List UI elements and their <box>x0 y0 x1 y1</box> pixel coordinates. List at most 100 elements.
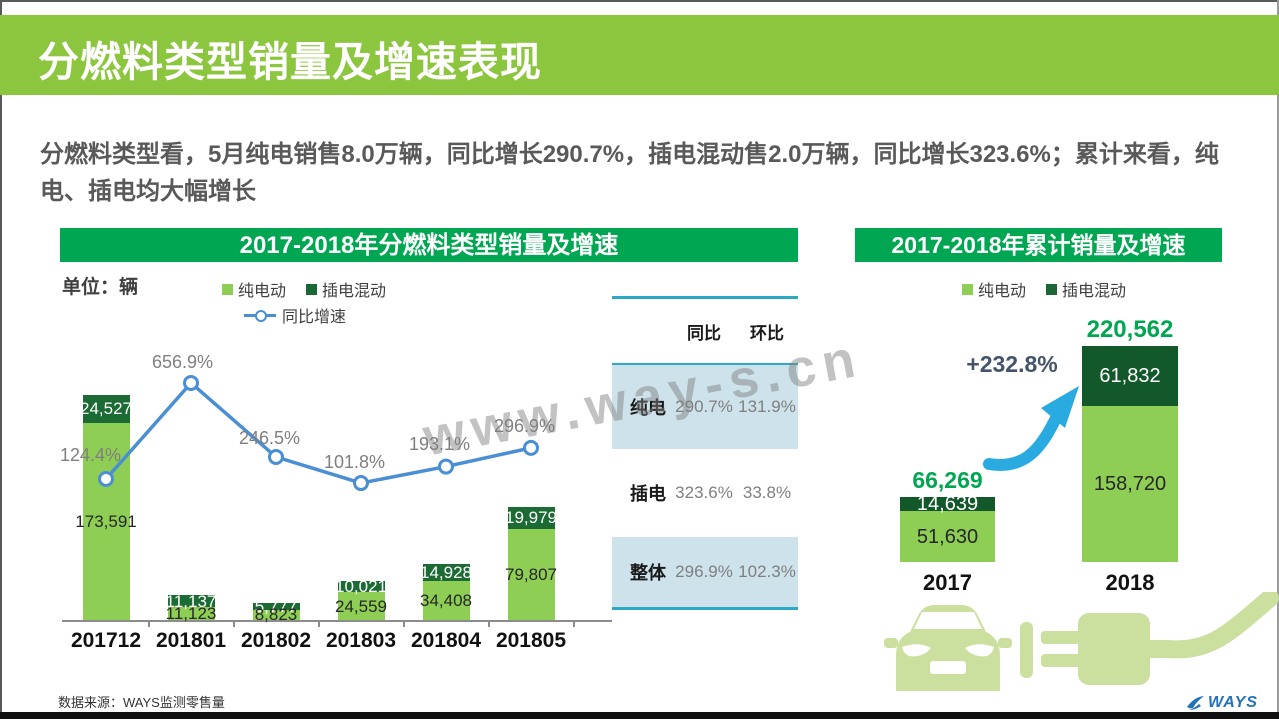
bar-value-phev: 14,928 <box>420 562 472 582</box>
x-axis-label: 201805 <box>495 629 567 652</box>
axis-tick <box>403 620 405 627</box>
x-axis-label: 201712 <box>70 629 142 652</box>
bar-segment-bev: 11,123 <box>165 604 217 624</box>
table-row-label: 纯电 <box>630 398 666 418</box>
yoy-value-label: 656.9% <box>152 352 214 372</box>
growth-rate-label: +232.8% <box>966 351 1058 377</box>
bev-swatch-icon <box>222 283 233 295</box>
r-legend-item-phev: 插电混动 <box>1046 277 1126 301</box>
legend-item-bev: 纯电动 <box>222 277 286 301</box>
bar-segment-phev: 19,979 <box>505 506 557 530</box>
cum-segment-phev: 61,832 <box>1082 345 1178 407</box>
bar-segment-phev: 24,527 <box>80 394 132 423</box>
table-yoy-value: 296.9% <box>675 562 733 581</box>
cum-value-bev: 158,720 <box>1093 473 1167 496</box>
summary-text: 分燃料类型看，5月纯电销售8.0万辆，同比增长290.7%，插电混动售2.0万辆… <box>40 141 1219 205</box>
page-header: 分燃料类型销量及增速表现 <box>0 15 1279 95</box>
slide-right-border <box>1277 0 1279 713</box>
right-chart-title: 2017-2018年累计销量及增速 <box>855 228 1222 262</box>
table-row: 整体 296.9% 102.3% <box>612 537 798 607</box>
ways-logo: WAYS <box>1186 694 1258 712</box>
phev-swatch-icon <box>306 283 318 295</box>
growth-table: 同比 环比 纯电 290.7% 131.9% 插电 323.6% 33.8% 整体 296.9… <box>612 296 798 610</box>
cum-segment-bev: 158,720 <box>1082 406 1178 562</box>
table-rule-mid <box>612 363 798 365</box>
bar-value-phev: 10,021 <box>335 576 387 596</box>
left-chart-title: 2017-2018年分燃料类型销量及增速 <box>60 228 798 262</box>
bar-segment-bev: 8,823 <box>252 606 300 623</box>
left-chart-axis <box>62 620 612 622</box>
growth-arrow-icon <box>983 386 1079 471</box>
table-row-label: 整体 <box>630 563 666 583</box>
table-row-label: 插电 <box>630 484 666 504</box>
year-axis-label: 2017 <box>923 570 972 595</box>
bar-value-bev: 34,408 <box>420 590 472 610</box>
cum-bar-2017: 14,639 51,630 <box>900 493 995 562</box>
bar-value-bev: 173,591 <box>75 511 137 531</box>
x-axis-label: 201801 <box>155 629 227 652</box>
car-icon <box>884 605 1012 691</box>
yoy-value-label: 124.4% <box>60 445 122 465</box>
table-header-row: 同比 环比 <box>612 299 798 363</box>
cum-total-label: 66,269 <box>912 467 983 494</box>
legend-phev-label: 插电混动 <box>322 283 387 300</box>
r-legend-bev-label: 纯电动 <box>978 283 1027 300</box>
axis-tick <box>233 620 235 627</box>
table-mom-value: 33.8% <box>742 483 792 502</box>
table-header-yoy: 同比 <box>687 323 721 343</box>
table-yoy-value: 290.7% <box>675 397 733 416</box>
ways-logo-text: WAYS <box>1208 694 1258 711</box>
line-point <box>438 458 454 475</box>
yoy-value-label: 101.8% <box>324 452 386 472</box>
bar-201805: 19,979 79,807 <box>505 506 557 620</box>
cum-bar-2018: 61,832 158,720 <box>1082 345 1178 562</box>
bar-201804: 14,928 34,408 <box>420 562 472 620</box>
bar-value-bev: 79,807 <box>505 565 557 585</box>
x-axis-label: 201803 <box>325 629 397 652</box>
line-point <box>523 439 539 456</box>
cum-value-bev: 51,630 <box>916 525 979 548</box>
axis-tick <box>318 620 320 627</box>
yoy-value-label: 193.1% <box>409 434 471 454</box>
ways-swoosh-icon <box>1187 696 1204 710</box>
r-legend-item-bev: 纯电动 <box>962 277 1026 301</box>
r-legend-phev-label: 插电混动 <box>1062 283 1127 300</box>
bar-value-bev: 24,559 <box>335 596 387 616</box>
legend-item-phev: 插电混动 <box>306 277 386 301</box>
bar-value-bev: 11,123 <box>165 604 217 624</box>
plug-icon <box>1020 592 1279 685</box>
cum-value-phev: 14,639 <box>916 493 979 516</box>
bar-value-phev: 5,777 <box>254 597 298 617</box>
cum-segment-bev: 51,630 <box>900 511 995 562</box>
cum-total-label: 220,562 <box>1086 315 1174 343</box>
axis-tick <box>488 620 490 627</box>
bev-swatch-icon <box>962 283 973 295</box>
bar-segment-phev: 14,928 <box>420 562 472 582</box>
bar-201803: 10,021 24,559 <box>335 576 387 620</box>
bar-201801: 11,137 11,123 <box>165 591 217 624</box>
table-rule-bottom <box>612 607 798 610</box>
x-axis-label: 201804 <box>410 629 482 652</box>
legend-line-label: 同比增速 <box>282 309 347 326</box>
line-marker-icon <box>244 310 276 322</box>
bar-value-phev: 24,527 <box>80 399 132 419</box>
bar-segment-phev: 10,021 <box>335 576 387 596</box>
bar-segment-bev: 24,559 <box>335 592 387 620</box>
table-mom-value: 131.9% <box>738 397 796 416</box>
bar-value-phev: 11,137 <box>165 591 217 611</box>
bar-segment-phev: 11,137 <box>165 591 217 611</box>
table-row: 纯电 290.7% 131.9% <box>612 365 798 449</box>
left-chart-legend: 纯电动 插电混动 <box>222 277 386 301</box>
axis-tick <box>148 620 150 627</box>
bar-segment-bev: 34,408 <box>420 580 472 620</box>
table-row: 插电 323.6% 33.8% <box>612 449 798 537</box>
table-mom-value: 102.3% <box>738 562 796 581</box>
line-point <box>183 374 199 391</box>
data-source-note: 数据来源：WAYS监测零售量 <box>58 695 225 710</box>
cum-value-phev: 61,832 <box>1099 365 1161 388</box>
legend-bev-label: 纯电动 <box>238 283 287 300</box>
cum-segment-phev: 14,639 <box>900 493 995 516</box>
table-rule-top <box>612 296 798 299</box>
slide-left-border <box>0 0 2 713</box>
line-point <box>268 448 284 465</box>
